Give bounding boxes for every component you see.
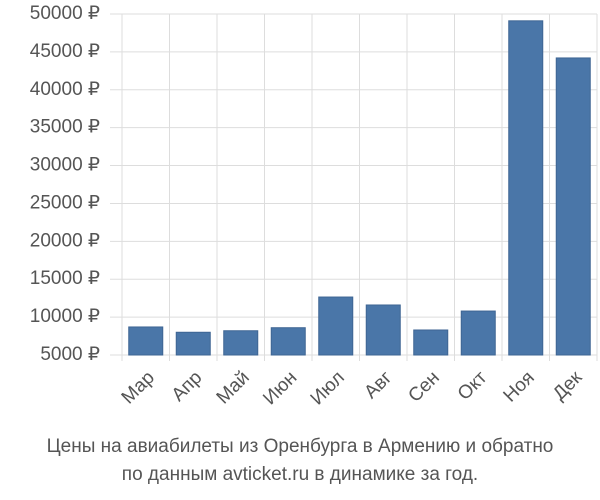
y-tick-label: 15000 ₽ [30, 268, 100, 289]
bar [365, 304, 401, 356]
x-tick-label: Авг [360, 367, 396, 403]
x-tick-label: Июн [259, 367, 301, 409]
x-tick-label: Апр [168, 367, 207, 406]
y-tick-label: 50000 ₽ [30, 3, 100, 24]
y-tick-label: 5000 ₽ [40, 344, 100, 365]
x-tick-label: Мар [118, 367, 159, 408]
chart-title: по данным avticket.ru в динамике за год. [122, 464, 478, 485]
x-tick-label: Ноя [500, 367, 539, 406]
y-tick-label: 35000 ₽ [30, 117, 100, 138]
y-tick-label: 40000 ₽ [30, 79, 100, 100]
bar [175, 331, 211, 356]
bar [128, 326, 164, 356]
bar [318, 296, 354, 356]
y-tick-label: 20000 ₽ [30, 230, 100, 251]
x-tick-label: Июл [307, 367, 349, 409]
bar [460, 310, 496, 356]
y-tick-label: 45000 ₽ [30, 41, 100, 62]
x-tick-label: Дек [549, 367, 587, 405]
y-tick-label: 10000 ₽ [30, 306, 100, 327]
bar [223, 330, 259, 356]
x-tick-label: Окт [454, 367, 492, 405]
y-tick-label: 30000 ₽ [30, 155, 100, 176]
bar [555, 57, 591, 356]
bar [270, 327, 306, 356]
x-tick-label: Сен [404, 367, 443, 406]
x-tick-label: Май [213, 367, 254, 408]
y-tick-label: 25000 ₽ [30, 192, 100, 213]
bar [413, 329, 449, 356]
bar [508, 20, 544, 356]
chart-title: Цены на авиабилеты из Оренбурга в Армени… [47, 436, 554, 457]
